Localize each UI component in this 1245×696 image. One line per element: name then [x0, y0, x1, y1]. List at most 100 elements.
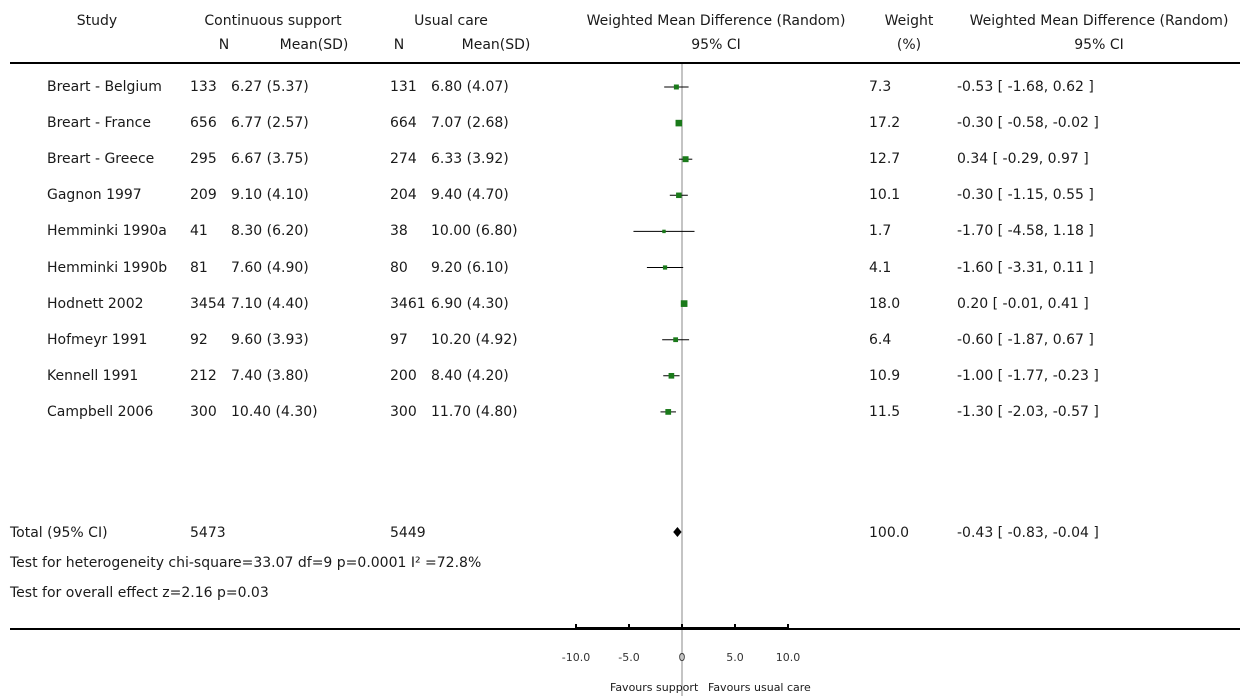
row-weight: 7.3 — [869, 79, 892, 95]
row-wmd: -0.60 [ -1.87, 0.67 ] — [957, 331, 1094, 348]
row-mean-support: 6.67 (3.75) — [231, 151, 309, 168]
row-study: Hemminki 1990b — [47, 259, 168, 276]
x-tick-label: 0 — [679, 651, 686, 664]
header-study: Study — [76, 13, 118, 29]
row-study: Hofmeyr 1991 — [47, 331, 148, 348]
total-n-support: 5473 — [190, 525, 226, 541]
row-n-usual: 3461 — [390, 295, 426, 312]
row-mean-support: 9.60 (3.93) — [231, 331, 309, 348]
header-continuous-support: Continuous support — [204, 13, 342, 29]
row-n-support: 81 — [190, 259, 208, 276]
row-mean-usual: 7.07 (2.68) — [431, 115, 509, 132]
heterogeneity-test: Test for heterogeneity chi-square=33.07 … — [10, 555, 482, 571]
effect-marker — [662, 265, 668, 270]
row-weight: 4.1 — [869, 259, 892, 276]
header-weight: Weight — [884, 13, 934, 29]
row-mean-usual: 10.20 (4.92) — [431, 331, 518, 348]
row-n-usual: 204 — [390, 187, 417, 204]
row-mean-support: 9.10 (4.10) — [231, 187, 309, 204]
row-mean-usual: 10.00 (6.80) — [431, 223, 518, 240]
header-usual-care: Usual care — [414, 13, 488, 29]
row-n-support: 133 — [190, 79, 217, 95]
effect-marker — [680, 300, 688, 307]
row-study: Hemminki 1990a — [47, 223, 167, 240]
row-study: Gagnon 1997 — [47, 187, 142, 204]
row-mean-usual: 6.80 (4.07) — [431, 79, 509, 95]
row-n-usual: 300 — [390, 403, 417, 420]
effect-marker — [665, 409, 672, 415]
row-n-support: 209 — [190, 187, 217, 204]
row-mean-support: 10.40 (4.30) — [231, 403, 318, 420]
effect-marker — [668, 372, 675, 379]
row-mean-usual: 6.33 (3.92) — [431, 151, 509, 168]
header-rule — [10, 62, 1240, 64]
row-mean-usual: 9.40 (4.70) — [431, 187, 509, 204]
row-n-support: 92 — [190, 331, 208, 348]
header-n-usual: N — [393, 37, 405, 53]
x-tick-label: -10.0 — [562, 651, 590, 664]
row-weight: 11.5 — [869, 403, 901, 420]
total-n-usual: 5449 — [390, 525, 426, 541]
effect-marker — [673, 84, 679, 90]
row-wmd: 0.34 [ -0.29, 0.97 ] — [957, 151, 1089, 168]
row-wmd: 0.20 [ -0.01, 0.41 ] — [957, 295, 1089, 312]
header-mean-support: Mean(SD) — [279, 37, 349, 53]
row-mean-support: 7.60 (4.90) — [231, 259, 309, 276]
row-study: Campbell 2006 — [47, 403, 154, 420]
effect-marker — [676, 192, 682, 199]
total-label: Total (95% CI) — [10, 525, 108, 541]
row-n-usual: 131 — [390, 79, 417, 95]
row-wmd: -1.70 [ -4.58, 1.18 ] — [957, 223, 1094, 240]
row-wmd: -0.30 [ -1.15, 0.55 ] — [957, 187, 1094, 204]
x-tick-label: 5.0 — [726, 651, 744, 664]
row-mean-support: 7.40 (3.80) — [231, 367, 309, 384]
row-weight: 10.1 — [869, 187, 901, 204]
row-mean-support: 6.27 (5.37) — [231, 79, 309, 95]
header-n-support: N — [218, 37, 230, 53]
row-weight: 17.2 — [869, 115, 901, 132]
row-n-support: 656 — [190, 115, 217, 132]
x-tick-label: -5.0 — [618, 651, 639, 664]
row-mean-usual: 8.40 (4.20) — [431, 367, 509, 384]
row-study: Breart - Greece — [47, 151, 155, 168]
row-n-usual: 200 — [390, 367, 417, 384]
pooled-diamond — [673, 527, 682, 537]
row-mean-support: 8.30 (6.20) — [231, 223, 309, 240]
row-n-support: 300 — [190, 403, 217, 420]
row-study: Breart - Belgium — [47, 79, 162, 95]
header-weight-unit: (%) — [896, 37, 922, 53]
row-weight: 10.9 — [869, 367, 901, 384]
header-mean-usual: Mean(SD) — [461, 37, 531, 53]
row-mean-usual: 6.90 (4.30) — [431, 295, 509, 312]
row-mean-usual: 9.20 (6.10) — [431, 259, 509, 276]
header-plot-title: Weighted Mean Difference (Random) — [586, 13, 846, 29]
row-wmd: -0.30 [ -0.58, -0.02 ] — [957, 115, 1099, 132]
total-wmd: -0.43 [ -0.83, -0.04 ] — [957, 525, 1099, 541]
row-n-usual: 97 — [390, 331, 408, 348]
row-wmd: -1.30 [ -2.03, -0.57 ] — [957, 403, 1099, 420]
header-wmd-ci: 95% CI — [1074, 37, 1124, 53]
row-mean-support: 7.10 (4.40) — [231, 295, 309, 312]
row-n-usual: 664 — [390, 115, 417, 132]
row-n-support: 295 — [190, 151, 217, 168]
row-study: Hodnett 2002 — [47, 295, 144, 312]
effect-marker — [682, 156, 689, 163]
row-study: Breart - France — [47, 115, 151, 132]
row-mean-usual: 11.70 (4.80) — [431, 403, 518, 420]
favours-support-label: Favours support — [610, 681, 699, 694]
row-weight: 12.7 — [869, 151, 901, 168]
row-weight: 1.7 — [869, 223, 892, 240]
row-weight: 18.0 — [869, 295, 901, 312]
row-n-usual: 274 — [390, 151, 417, 168]
header-plot-ci: 95% CI — [691, 37, 741, 53]
total-weight: 100.0 — [869, 525, 910, 541]
row-study: Kennell 1991 — [47, 367, 139, 384]
effect-marker — [675, 119, 683, 127]
header-wmd-title: Weighted Mean Difference (Random) — [969, 13, 1229, 29]
row-wmd: -0.53 [ -1.68, 0.62 ] — [957, 79, 1094, 95]
row-weight: 6.4 — [869, 331, 892, 348]
row-n-usual: 80 — [390, 259, 408, 276]
row-mean-support: 6.77 (2.57) — [231, 115, 309, 132]
effect-marker — [662, 229, 666, 234]
